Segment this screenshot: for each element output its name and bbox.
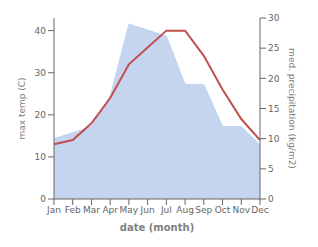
svg-text:Apr: Apr <box>102 205 118 215</box>
svg-text:10: 10 <box>35 152 47 162</box>
svg-text:30: 30 <box>268 13 280 23</box>
svg-text:Jan: Jan <box>46 205 61 215</box>
svg-text:Feb: Feb <box>65 205 81 215</box>
svg-text:40: 40 <box>35 26 47 36</box>
svg-text:Mar: Mar <box>83 205 100 215</box>
svg-text:Aug: Aug <box>176 205 194 215</box>
svg-text:date (month): date (month) <box>120 222 194 233</box>
svg-text:max temp (C): max temp (C) <box>17 77 27 139</box>
svg-text:May: May <box>120 205 139 215</box>
svg-text:25: 25 <box>268 43 279 53</box>
svg-text:Jul: Jul <box>160 205 172 215</box>
svg-text:Oct: Oct <box>215 205 231 215</box>
svg-text:5: 5 <box>268 164 274 174</box>
svg-text:med. precipitation (kg/m2): med. precipitation (kg/m2) <box>287 48 297 169</box>
svg-text:Sep: Sep <box>195 205 212 215</box>
svg-text:10: 10 <box>268 134 280 144</box>
svg-text:Jun: Jun <box>140 205 155 215</box>
svg-text:20: 20 <box>268 74 280 84</box>
svg-text:0: 0 <box>268 194 274 204</box>
svg-text:30: 30 <box>35 68 47 78</box>
svg-text:0: 0 <box>40 194 46 204</box>
svg-text:Nov: Nov <box>232 205 250 215</box>
svg-text:Dec: Dec <box>251 205 268 215</box>
svg-text:15: 15 <box>268 104 279 114</box>
svg-text:20: 20 <box>35 110 47 120</box>
